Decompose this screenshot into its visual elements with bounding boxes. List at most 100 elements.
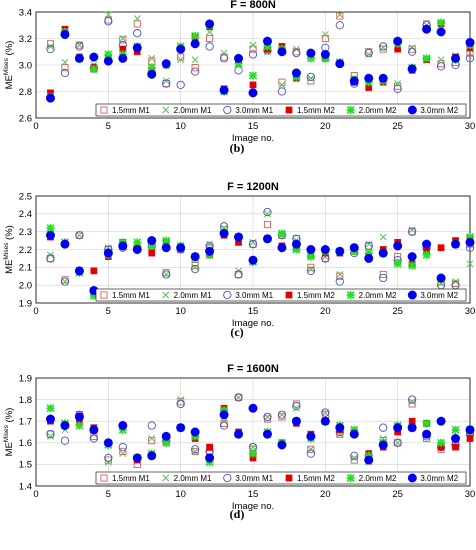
data-point: [408, 226, 416, 234]
legend-marker: [407, 105, 417, 115]
data-point: [103, 56, 113, 66]
data-point: [191, 56, 199, 64]
data-point: [249, 41, 257, 49]
x-tick-label: 15: [248, 489, 259, 500]
data-point: [278, 81, 286, 89]
legend-marker: [346, 473, 355, 483]
x-tick-label: 0: [33, 306, 38, 317]
legend: 1.5mm M1 2.0mm M1 3.0mm M1 1.5mm M2 2.0mm M2…: [95, 471, 467, 485]
data-point: [393, 36, 403, 46]
data-point: [393, 241, 403, 251]
data-point: [234, 270, 243, 279]
data-point: [264, 210, 271, 218]
data-point: [407, 47, 417, 56]
series-3-0mm-m2: [45, 228, 475, 296]
data-point: [103, 438, 113, 448]
legend-marker: [162, 106, 170, 114]
data-point: [408, 398, 416, 406]
data-point: [379, 270, 387, 279]
data-point: [321, 409, 329, 417]
data-point: [292, 401, 301, 411]
legend-label: 3.0mm M1: [235, 291, 273, 300]
data-point: [336, 272, 344, 280]
data-point: [437, 438, 446, 447]
data-point: [234, 53, 244, 63]
data-point: [190, 39, 200, 49]
data-point: [234, 393, 243, 402]
x-tick-label: 15: [248, 306, 259, 317]
data-point: [379, 42, 388, 51]
data-point: [89, 291, 98, 300]
legend-marker: [100, 106, 108, 114]
data-point: [249, 238, 257, 246]
data-point: [46, 254, 55, 262]
series-3-0mm-m2: [45, 403, 475, 465]
data-point: [422, 429, 432, 439]
data-point: [45, 230, 55, 240]
data-point: [45, 414, 55, 424]
legend-box: [95, 103, 467, 117]
data-point: [161, 59, 171, 69]
legend: 1.5mm M1 2.0mm M1 3.0mm M1 1.5mm M2 2.0mm M2…: [95, 103, 467, 117]
x-tick-label: 20: [320, 306, 331, 317]
data-point: [75, 42, 84, 51]
data-point: [436, 27, 446, 37]
x-tick-label: 15: [248, 121, 259, 132]
data-point: [235, 393, 242, 401]
data-point: [249, 240, 257, 248]
data-point: [335, 21, 344, 30]
data-point: [162, 236, 171, 245]
data-point: [379, 423, 388, 432]
data-point: [307, 265, 315, 273]
x-tick-label: 30: [465, 489, 476, 500]
legend-label: 3.0mm M2: [420, 106, 458, 115]
data-point: [292, 245, 301, 254]
legend-marker: [407, 473, 417, 483]
data-point: [393, 259, 402, 268]
data-point: [263, 207, 272, 217]
y-tick-label: 1.6: [19, 438, 32, 449]
data-point: [306, 244, 316, 254]
x-tick-label: 0: [33, 489, 38, 500]
data-point: [379, 273, 388, 283]
data-point: [75, 231, 83, 239]
data-point: [451, 239, 461, 249]
x-tick-label: 20: [320, 489, 331, 500]
x-tick-label: 30: [465, 306, 476, 317]
data-point: [147, 421, 156, 430]
data-point: [407, 227, 417, 236]
data-point: [148, 54, 156, 62]
data-point: [364, 48, 373, 58]
data-point: [336, 11, 344, 19]
data-point: [277, 243, 287, 253]
data-point: [162, 77, 170, 85]
data-point: [132, 43, 142, 53]
data-point: [74, 53, 84, 63]
legend-label: 3.0mm M2: [420, 474, 458, 483]
data-point: [176, 44, 186, 54]
data-point: [394, 253, 402, 261]
data-point: [307, 263, 315, 271]
data-point: [162, 79, 171, 88]
legend-label: 1.5mm M2: [297, 291, 335, 300]
data-point: [248, 255, 258, 265]
data-point: [306, 48, 316, 58]
y-tick-label: 1.4: [19, 481, 32, 492]
data-point: [292, 404, 300, 412]
data-point: [118, 421, 128, 431]
chart-title: F = 1200N: [227, 181, 279, 193]
data-point: [422, 24, 432, 34]
legend-marker: [223, 473, 232, 483]
data-point: [408, 400, 416, 408]
data-point: [349, 76, 359, 86]
data-point: [422, 419, 431, 428]
data-point: [148, 437, 156, 445]
data-point: [219, 228, 229, 238]
data-point: [306, 266, 316, 276]
legend-label: 3.0mm M1: [235, 474, 273, 483]
data-point: [465, 37, 475, 47]
data-point: [436, 416, 446, 426]
x-tick-label: 25: [392, 489, 403, 500]
data-point: [103, 248, 113, 258]
panel-letter: (b): [230, 141, 245, 155]
